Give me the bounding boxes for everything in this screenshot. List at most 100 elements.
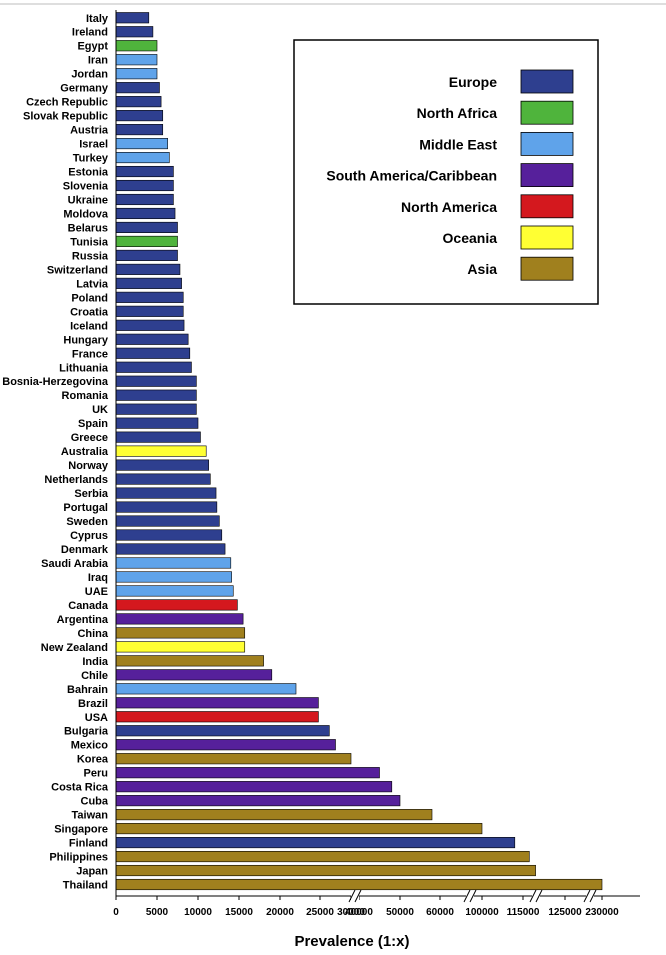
axis-break-mark <box>348 889 356 903</box>
category-label-australia: Australia <box>61 446 109 458</box>
axis-breaks <box>348 889 597 903</box>
bar-estonia <box>115 165 174 178</box>
x-axis-label: Prevalence (1:x) <box>294 933 409 950</box>
bar-russia <box>115 249 178 261</box>
bar-bulgaria <box>115 725 330 737</box>
legend-label-asia: Asia <box>467 261 497 277</box>
legend-label-middle-east: Middle East <box>419 136 497 152</box>
axis-break-mark <box>589 889 597 903</box>
legend-swatch-north-africa <box>520 100 574 125</box>
bar-greece <box>115 431 201 443</box>
bar-thailand <box>115 878 603 891</box>
x-tick-label: 125000 <box>548 907 582 918</box>
category-label-hungary: Hungary <box>63 334 109 346</box>
category-label-finland: Finland <box>69 838 108 850</box>
bar-iraq <box>115 571 232 583</box>
bar-cyprus <box>115 529 223 541</box>
legend-swatch-asia <box>520 256 574 281</box>
bar-uk <box>115 403 197 415</box>
category-label-chile: Chile <box>81 670 108 682</box>
bar-india <box>115 655 264 667</box>
category-label-singapore: Singapore <box>54 824 108 836</box>
category-label-bosnia-herzegovina: Bosnia-Herzegovina <box>2 376 109 388</box>
bar-czech-republic <box>115 96 162 108</box>
bar-mexico <box>115 739 336 751</box>
bar-egypt <box>115 40 158 52</box>
category-label-new-zealand: New Zealand <box>41 642 108 654</box>
category-label-cuba: Cuba <box>81 796 109 808</box>
x-tick-label: 25000 <box>306 907 334 918</box>
bar-latvia <box>115 277 182 289</box>
category-label-latvia: Latvia <box>76 278 109 290</box>
category-label-china: China <box>77 628 108 640</box>
bar-costa-rica <box>115 781 393 793</box>
bar-poland <box>115 291 184 303</box>
bar-france <box>115 347 191 359</box>
category-label-norway: Norway <box>68 460 109 472</box>
bar-china <box>115 627 246 639</box>
bar-germany <box>115 82 160 94</box>
category-label-mexico: Mexico <box>71 740 109 752</box>
category-label-ireland: Ireland <box>72 27 108 39</box>
category-label-slovenia: Slovenia <box>63 181 109 193</box>
legend-swatch-south-america-caribbean <box>520 163 574 188</box>
category-label-jordan: Jordan <box>71 69 108 81</box>
category-labels: Italy Ireland Egypt Iran Jordan Germany Czech … <box>2 13 109 892</box>
bar-korea <box>115 753 352 765</box>
category-label-taiwan: Taiwan <box>72 810 109 822</box>
axis-break-gap <box>532 891 540 901</box>
x-tick-label: 20000 <box>266 907 294 918</box>
category-label-korea: Korea <box>77 754 109 766</box>
bar-tunisia <box>115 235 178 247</box>
bar-usa <box>115 711 319 723</box>
category-label-bahrain: Bahrain <box>67 684 108 696</box>
category-label-peru: Peru <box>84 768 108 780</box>
category-label-canada: Canada <box>68 600 109 612</box>
x-tick-label: 0 <box>113 907 119 918</box>
axis-break-gap <box>466 891 474 901</box>
category-label-usa: USA <box>85 712 108 724</box>
x-tick-label: 15000 <box>225 907 253 918</box>
bar-spain <box>115 417 199 429</box>
category-label-poland: Poland <box>71 292 108 304</box>
x-tick-label: 40000 <box>345 907 373 918</box>
axis-break-gap <box>351 891 359 901</box>
category-label-slovak-republic: Slovak Republic <box>23 111 108 123</box>
axis-break-mark <box>529 889 537 903</box>
category-label-tunisia: Tunisia <box>70 236 109 248</box>
x-tick-label: 230000 <box>585 907 619 918</box>
category-label-egypt: Egypt <box>77 41 108 53</box>
bar-switzerland <box>115 263 181 275</box>
category-label-greece: Greece <box>71 432 108 444</box>
x-tick-label: 10000 <box>184 907 212 918</box>
category-label-iceland: Iceland <box>70 320 108 332</box>
category-label-estonia: Estonia <box>68 167 109 179</box>
legend-label-europe: Europe <box>449 74 497 90</box>
category-label-cyprus: Cyprus <box>70 530 108 542</box>
bar-ireland <box>115 26 154 38</box>
category-label-serbia: Serbia <box>74 488 109 500</box>
category-label-belarus: Belarus <box>68 222 108 234</box>
category-label-switzerland: Switzerland <box>47 264 108 276</box>
category-label-croatia: Croatia <box>70 306 109 318</box>
axis-break-mark <box>535 889 543 903</box>
category-label-argentina: Argentina <box>57 614 109 626</box>
bar-singapore <box>115 823 483 835</box>
legend-label-north-america: North America <box>401 199 497 215</box>
category-label-turkey: Turkey <box>73 153 109 165</box>
bar-norway <box>115 459 209 471</box>
x-tick-label: 100000 <box>465 907 499 918</box>
bar-belarus <box>115 221 178 233</box>
category-label-brazil: Brazil <box>78 698 108 710</box>
axis-break-mark <box>583 889 591 903</box>
category-label-india: India <box>82 656 109 668</box>
category-label-denmark: Denmark <box>61 544 109 556</box>
bar-israel <box>115 138 168 150</box>
legend-label-oceania: Oceania <box>443 230 498 246</box>
bar-philippines <box>115 850 530 863</box>
category-label-iraq: Iraq <box>88 572 108 584</box>
x-tick-label: 115000 <box>507 907 540 918</box>
category-label-philippines: Philippines <box>49 852 108 864</box>
axis-break-mark <box>463 889 471 903</box>
